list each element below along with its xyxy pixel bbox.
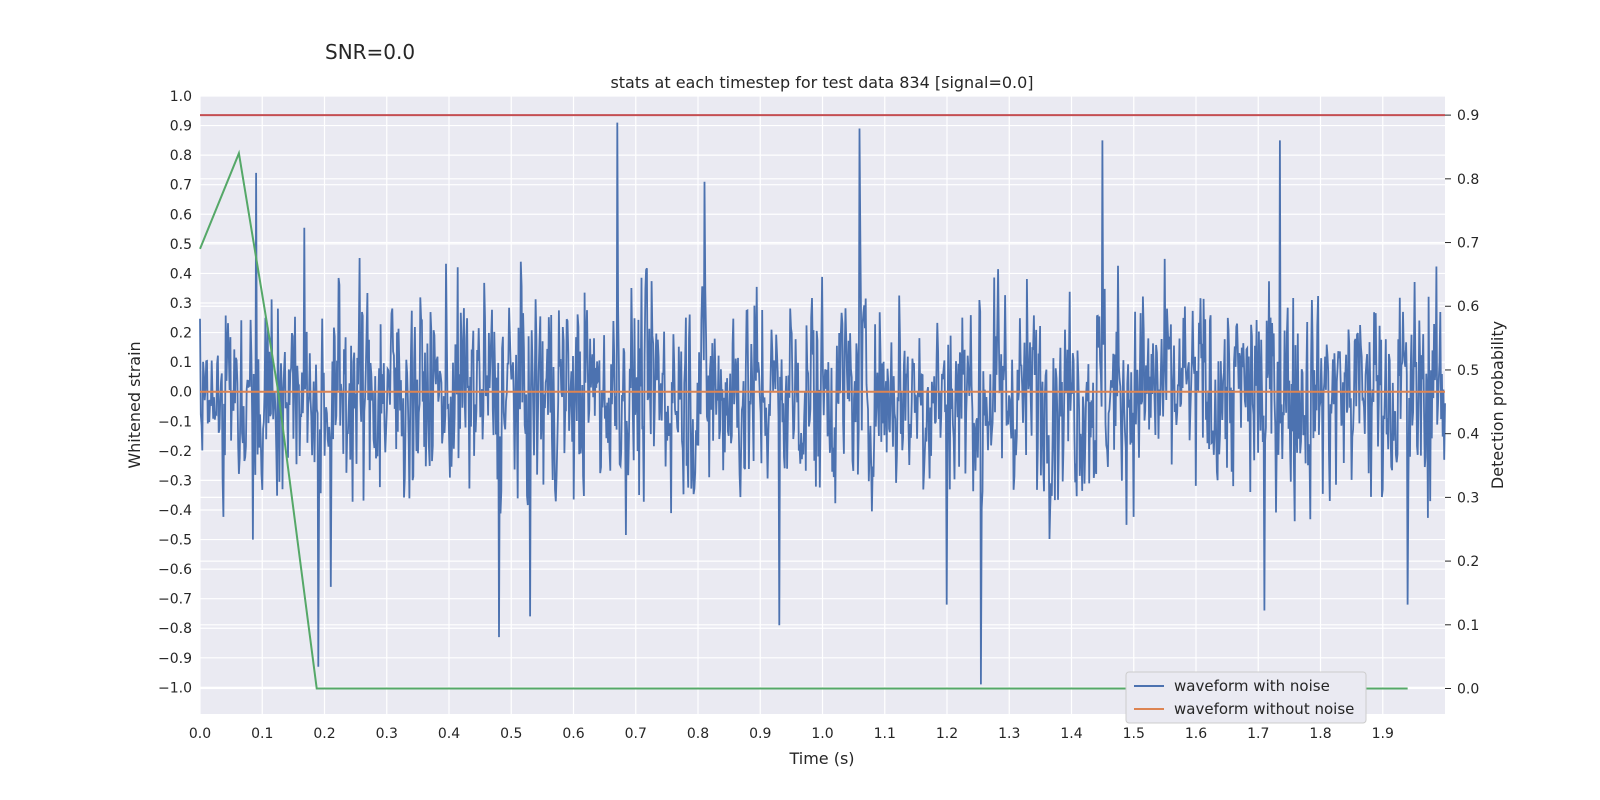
series-detection-probability [199, 149, 1408, 690]
y-tick-label: −0.9 [158, 651, 192, 667]
y2-tick-label: 0.7 [1457, 236, 1479, 252]
y-tick-label: 0.1 [170, 355, 192, 371]
series-layer [199, 114, 1446, 690]
legend: waveform with noise waveform without noi… [1125, 671, 1367, 724]
x-tick-label: 0.0 [189, 726, 211, 742]
y2-tick-label: 0.0 [1457, 682, 1479, 698]
x-tick-label: 1.1 [874, 726, 896, 742]
y2-tick-label: 0.4 [1457, 427, 1479, 443]
suptitle: SNR=0.0 [325, 40, 416, 64]
x-tick-label: 1.2 [936, 726, 958, 742]
x-tick-label: 0.9 [749, 726, 771, 742]
y2-tick-label: 0.1 [1457, 618, 1479, 634]
x-tick-label: 0.2 [313, 726, 335, 742]
axes: 1.0 0.9 0.8 0.7 0.6 0.5 0.4 0.3 0.2 0.1 0.0 −0.1 −0.… [158, 89, 1479, 742]
y2-axis-label: Detection probability [1488, 321, 1507, 489]
y-tick-label: −1.0 [158, 680, 192, 696]
y-tick-label: 0.3 [170, 296, 192, 312]
y-axis-label: Whitened strain [125, 341, 144, 468]
x-tick-label: 0.1 [251, 726, 273, 742]
y-tick-label: −0.6 [158, 562, 192, 578]
y-tick-label: 0.0 [170, 385, 192, 401]
x-axis-label: Time (s) [788, 749, 854, 768]
y-tick-label: 1.0 [170, 89, 192, 105]
x-tick-label: 1.8 [1309, 726, 1331, 742]
y2-tick-label: 0.3 [1457, 490, 1479, 506]
x-tick-label: 1.3 [998, 726, 1020, 742]
x-tick-label: 0.4 [438, 726, 460, 742]
x-tick-label: 0.7 [625, 726, 647, 742]
y-tick-label: 0.7 [170, 178, 192, 194]
y-tick-label: 0.4 [170, 266, 192, 282]
y-tick-label: 0.8 [170, 148, 192, 164]
y2-tick-label: 0.5 [1457, 363, 1479, 379]
x-tick-label: 1.9 [1372, 726, 1394, 742]
x-tick-label: 1.7 [1247, 726, 1269, 742]
legend-frame [1125, 671, 1367, 724]
y-tick-label: 0.6 [170, 207, 192, 223]
y-tick-label: 0.9 [170, 119, 192, 135]
y-tick-label: 0.5 [170, 237, 192, 253]
y-tick-label: −0.2 [158, 444, 192, 460]
y2-tick-label: 0.8 [1457, 172, 1479, 188]
y-tick-label: −0.4 [158, 503, 192, 519]
y-tick-label: −0.7 [158, 592, 192, 608]
x-tick-label: 1.0 [811, 726, 833, 742]
x-tick-label: 1.4 [1060, 726, 1082, 742]
series-waveform-with-noise [199, 122, 1446, 685]
y2-tick-label: 0.6 [1457, 299, 1479, 315]
y-tick-label: −0.8 [158, 621, 192, 637]
y-tick-label: −0.3 [158, 473, 192, 489]
chart-title: stats at each timestep for test data 834… [610, 73, 1033, 92]
x-tick-label: 0.5 [500, 726, 522, 742]
y-tick-label: −0.1 [158, 414, 192, 430]
y2-tick-label: 0.2 [1457, 554, 1479, 570]
x-tick-label: 1.6 [1185, 726, 1207, 742]
x-tick-label: 0.8 [687, 726, 709, 742]
x-tick-label: 1.5 [1123, 726, 1145, 742]
x-tick-label: 0.3 [376, 726, 398, 742]
x-tick-label: 0.6 [562, 726, 584, 742]
legend-label-clean: waveform without noise [1174, 700, 1354, 718]
y-tick-label: 0.2 [170, 326, 192, 342]
y2-tick-label: 0.9 [1457, 108, 1479, 124]
y-tick-label: −0.5 [158, 533, 192, 549]
legend-label-noise: waveform with noise [1174, 677, 1330, 695]
